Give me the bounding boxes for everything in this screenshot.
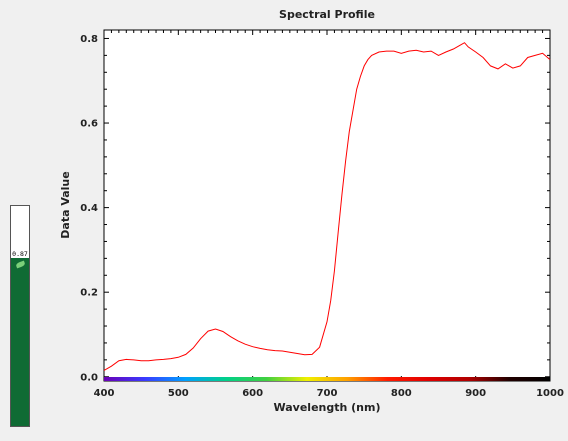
chart-title: Spectral Profile: [279, 8, 375, 21]
series-layer: [103, 42, 551, 381]
gauge-value: 0.87: [11, 250, 29, 258]
spectral-series-line: [103, 42, 551, 371]
y-tick-label: 0.4: [80, 203, 98, 214]
wavelength-color-bar: [104, 377, 550, 381]
y-tick-label: 0.6: [80, 119, 98, 130]
x-tick-label: 1000: [536, 388, 564, 399]
plot-area: [103, 29, 551, 382]
x-tick-label: 500: [168, 388, 189, 399]
x-tick-label: 900: [465, 388, 486, 399]
y-tick-label: 0.2: [80, 288, 98, 299]
x-tick-label: 800: [391, 388, 412, 399]
ndvi-gauge: 0.87: [10, 205, 30, 427]
gauge-fill: [11, 258, 29, 426]
x-tick-label: 700: [317, 388, 338, 399]
x-tick-label: 400: [94, 388, 115, 399]
y-tick-label: 0.0: [80, 372, 98, 383]
y-axis-label: Data Value: [59, 171, 72, 238]
x-axis-label: Wavelength (nm): [274, 401, 381, 414]
x-tick-label: 600: [242, 388, 263, 399]
y-tick-label: 0.8: [80, 34, 98, 45]
